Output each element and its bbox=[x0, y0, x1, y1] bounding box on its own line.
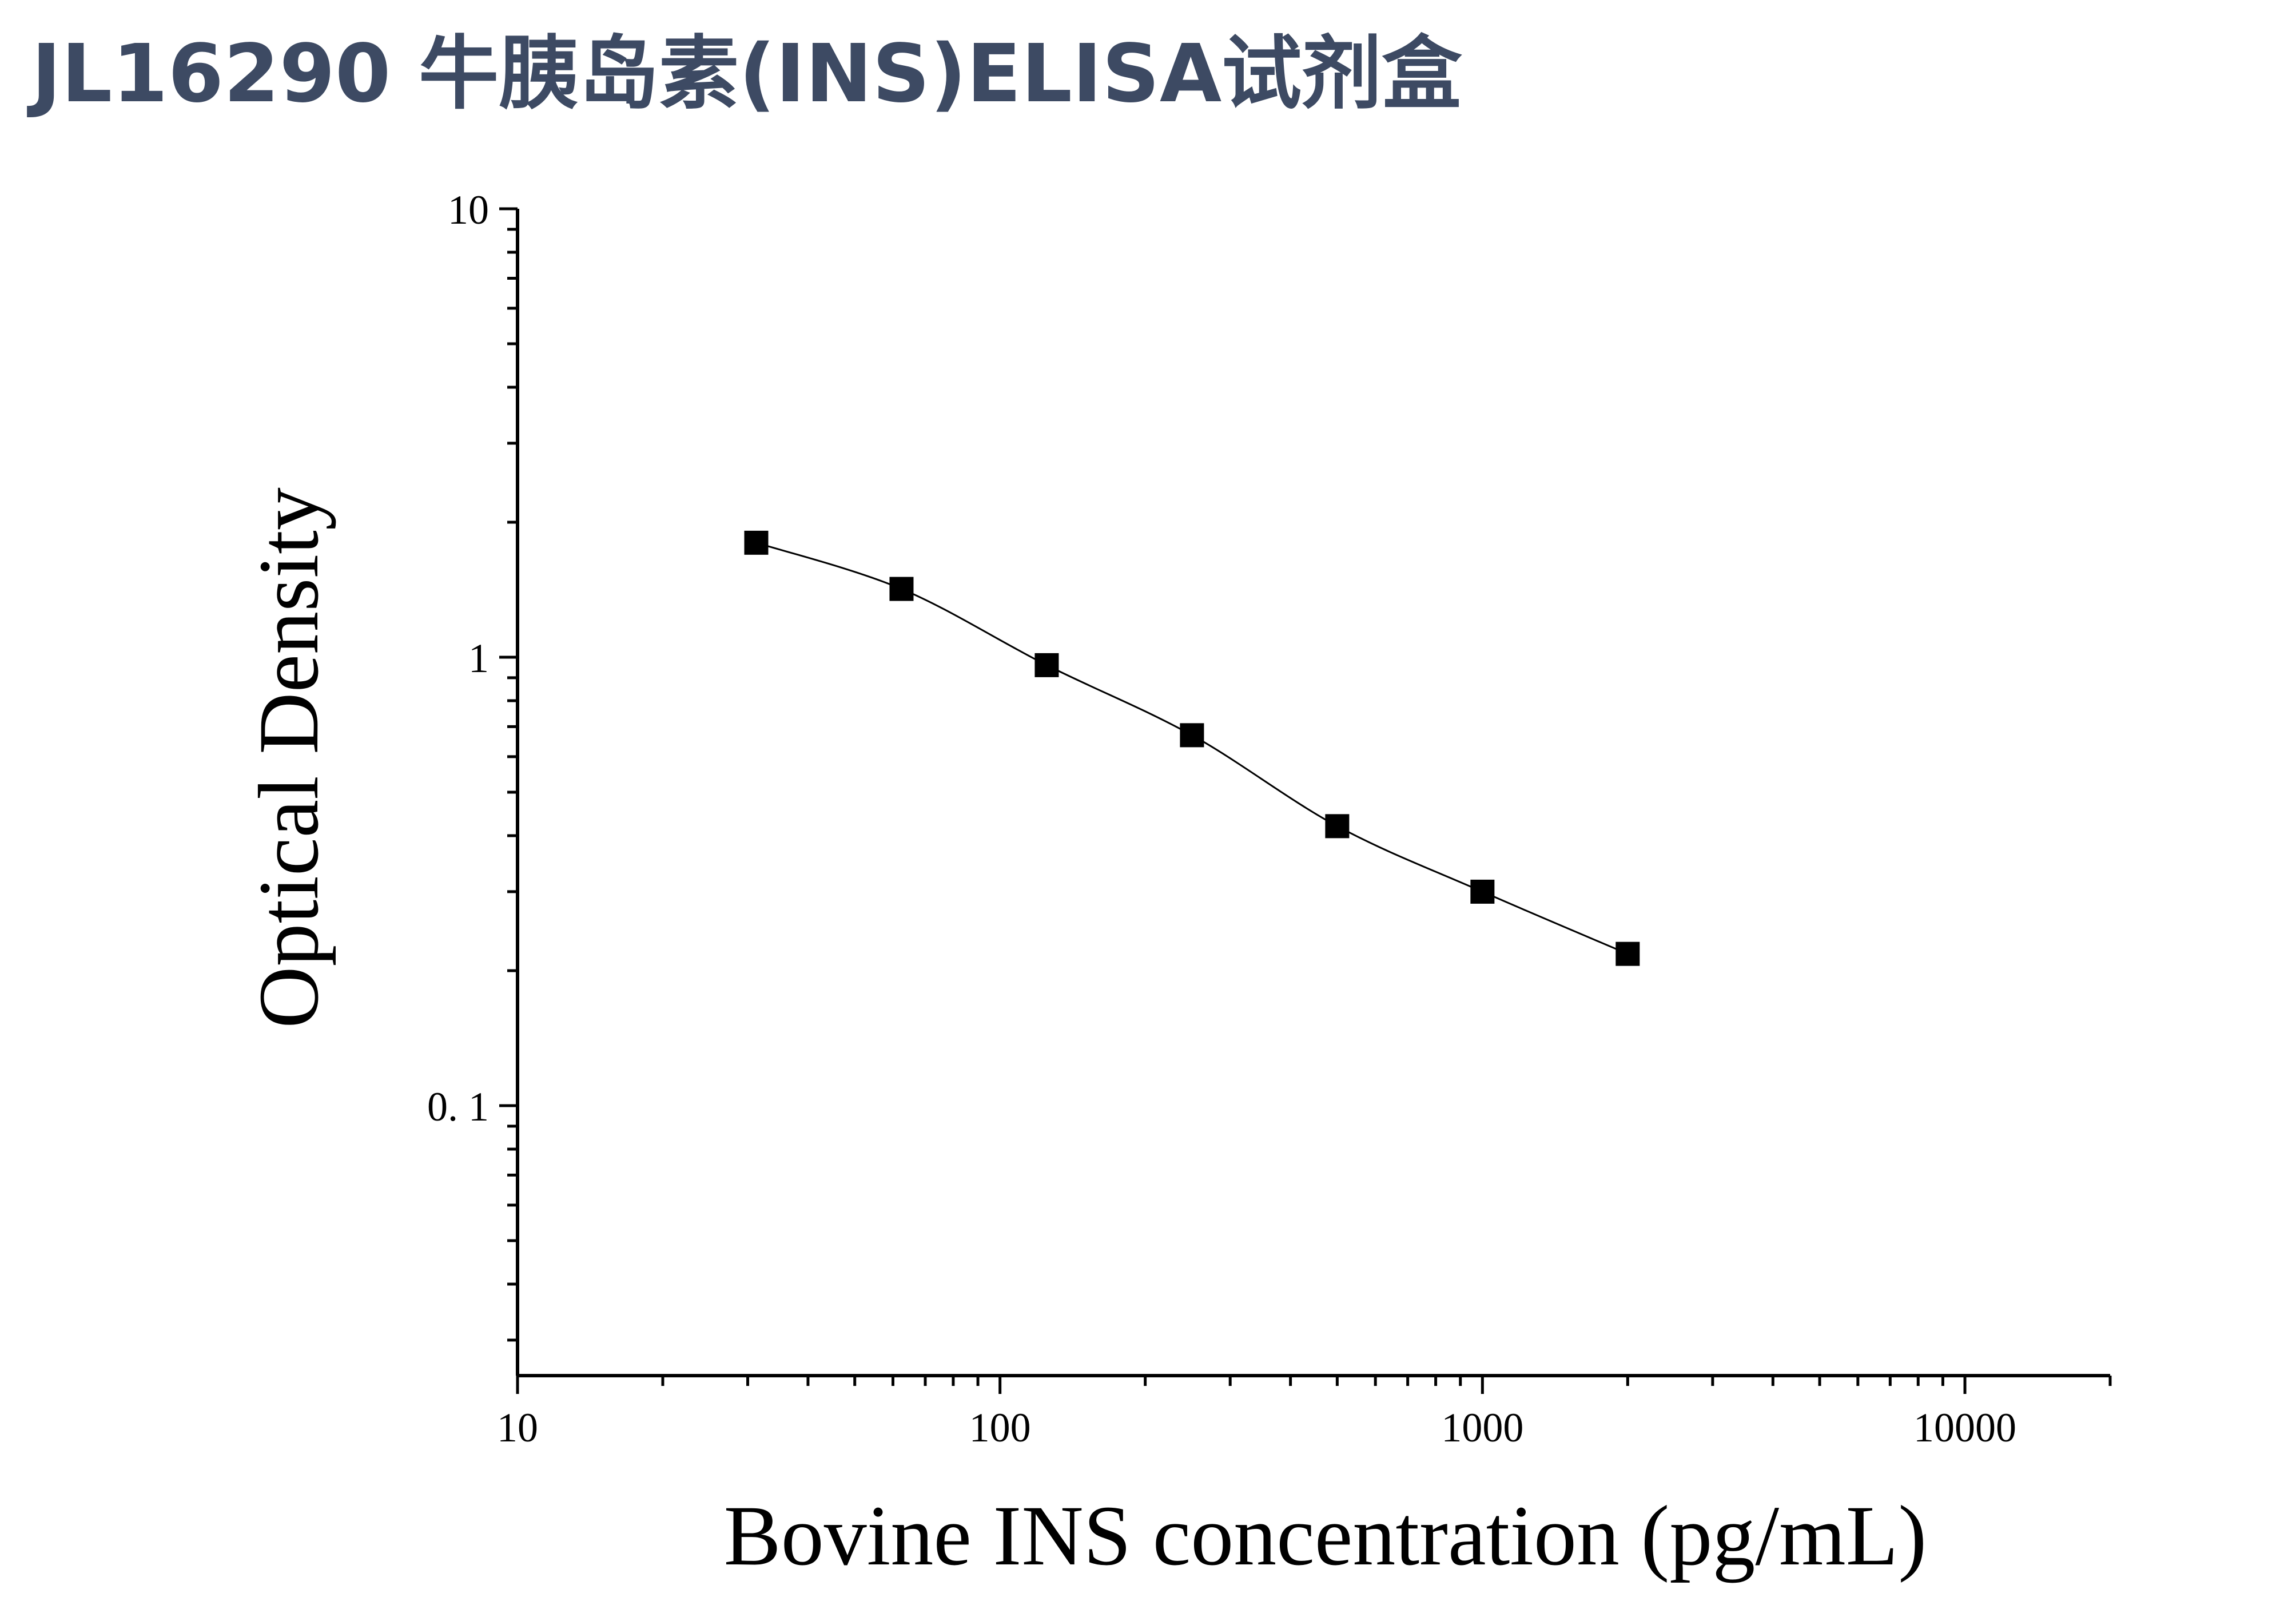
y-tick-label: 10 bbox=[448, 187, 489, 233]
fit-curve bbox=[756, 542, 1628, 955]
y-tick-label: 0. 1 bbox=[427, 1084, 489, 1130]
x-tick-label: 10 bbox=[497, 1405, 538, 1451]
x-axis-label: Bovine INS concentration (pg/mL) bbox=[724, 1488, 1927, 1583]
data-point bbox=[744, 530, 769, 555]
y-tick-label: 1 bbox=[468, 635, 489, 681]
page-title: JL16290 牛胰岛素(INS)ELISA试剂盒 bbox=[31, 27, 1462, 121]
data-point bbox=[1325, 814, 1350, 839]
y-axis-label: Optical Density bbox=[241, 487, 336, 1028]
x-tick-label: 10000 bbox=[1913, 1405, 2016, 1451]
data-point bbox=[1470, 879, 1495, 904]
x-tick-label: 1000 bbox=[1441, 1405, 1523, 1451]
data-point bbox=[1034, 653, 1059, 677]
x-tick-label: 100 bbox=[969, 1405, 1031, 1451]
data-point bbox=[1615, 941, 1640, 966]
data-point bbox=[1180, 723, 1204, 748]
data-point bbox=[889, 577, 914, 601]
